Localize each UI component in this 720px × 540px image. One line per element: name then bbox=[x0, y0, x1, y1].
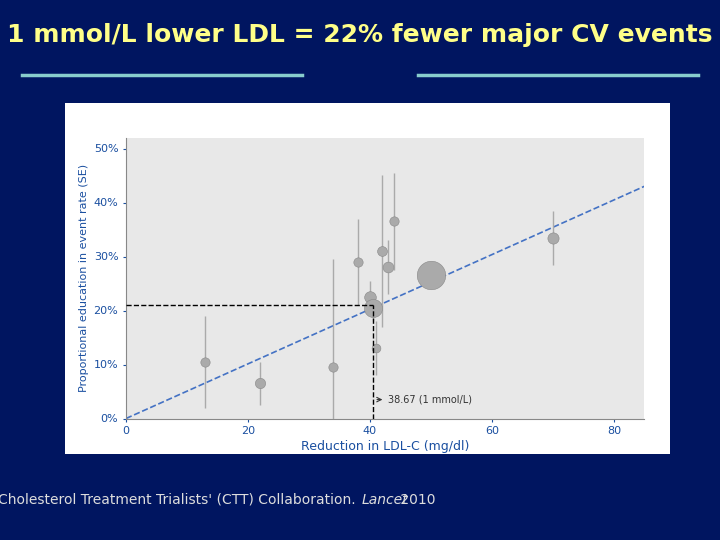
Text: 38.67 (1 mmol/L): 38.67 (1 mmol/L) bbox=[388, 395, 472, 404]
Point bbox=[328, 363, 339, 372]
Point bbox=[364, 293, 376, 301]
Y-axis label: Proportional education in event rate (SE): Proportional education in event rate (SE… bbox=[79, 164, 89, 392]
X-axis label: Reduction in LDL-C (mg/dl): Reduction in LDL-C (mg/dl) bbox=[301, 440, 469, 453]
Point bbox=[352, 258, 364, 266]
Point bbox=[370, 344, 382, 353]
Text: Lancet: Lancet bbox=[361, 492, 408, 507]
Point bbox=[426, 271, 437, 280]
Point bbox=[389, 217, 400, 226]
Text: 2010: 2010 bbox=[396, 492, 436, 507]
Text: Cholesterol Treatment Trialists' (CTT) Collaboration.: Cholesterol Treatment Trialists' (CTT) C… bbox=[0, 492, 360, 507]
Point bbox=[547, 233, 559, 242]
Text: 1 mmol/L lower LDL = 22% fewer major CV events: 1 mmol/L lower LDL = 22% fewer major CV … bbox=[7, 23, 713, 47]
Point bbox=[377, 247, 388, 255]
Point bbox=[367, 303, 379, 312]
Point bbox=[199, 357, 211, 366]
Point bbox=[254, 379, 266, 388]
Point bbox=[382, 263, 394, 272]
